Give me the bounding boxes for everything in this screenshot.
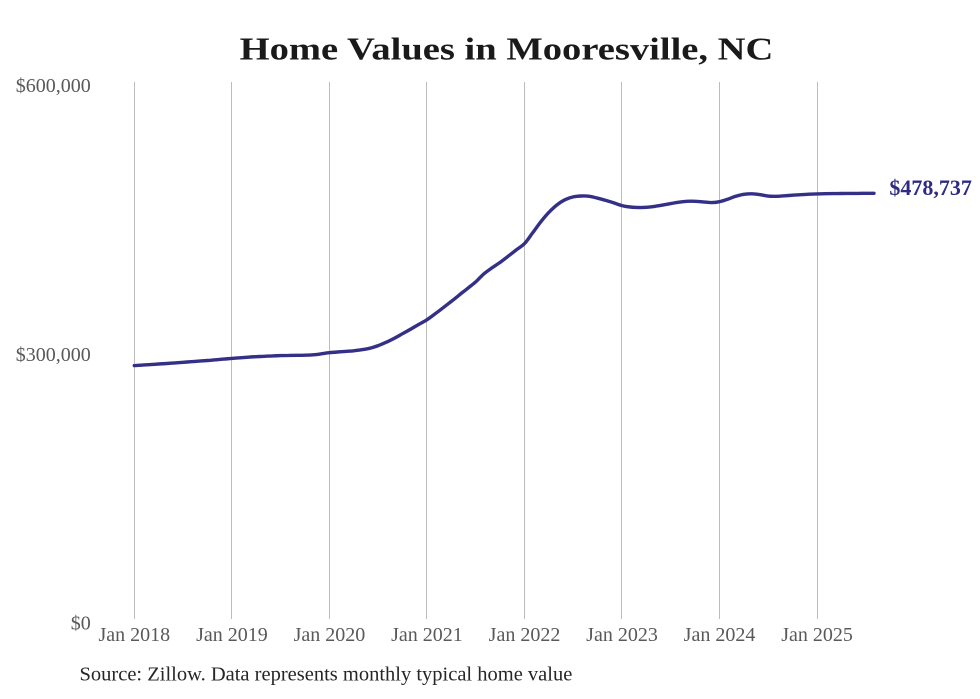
svg-text:Jan 2023: Jan 2023 <box>586 624 658 646</box>
svg-text:$0: $0 <box>71 613 91 635</box>
svg-text:Jan 2022: Jan 2022 <box>489 624 561 646</box>
svg-text:Home Values in Mooresville, NC: Home Values in Mooresville, NC <box>240 32 774 67</box>
svg-text:Jan 2020: Jan 2020 <box>294 624 366 646</box>
svg-text:Jan 2024: Jan 2024 <box>684 624 756 646</box>
svg-text:$600,000: $600,000 <box>16 75 91 97</box>
svg-text:Source: Zillow. Data represent: Source: Zillow. Data represents monthly … <box>80 664 573 686</box>
svg-text:Jan 2021: Jan 2021 <box>391 624 463 646</box>
svg-text:Jan 2019: Jan 2019 <box>196 624 268 646</box>
svg-text:Jan 2018: Jan 2018 <box>98 624 170 646</box>
svg-text:Jan 2025: Jan 2025 <box>781 624 853 646</box>
svg-text:$478,737: $478,737 <box>889 175 972 200</box>
svg-text:$300,000: $300,000 <box>16 344 91 366</box>
